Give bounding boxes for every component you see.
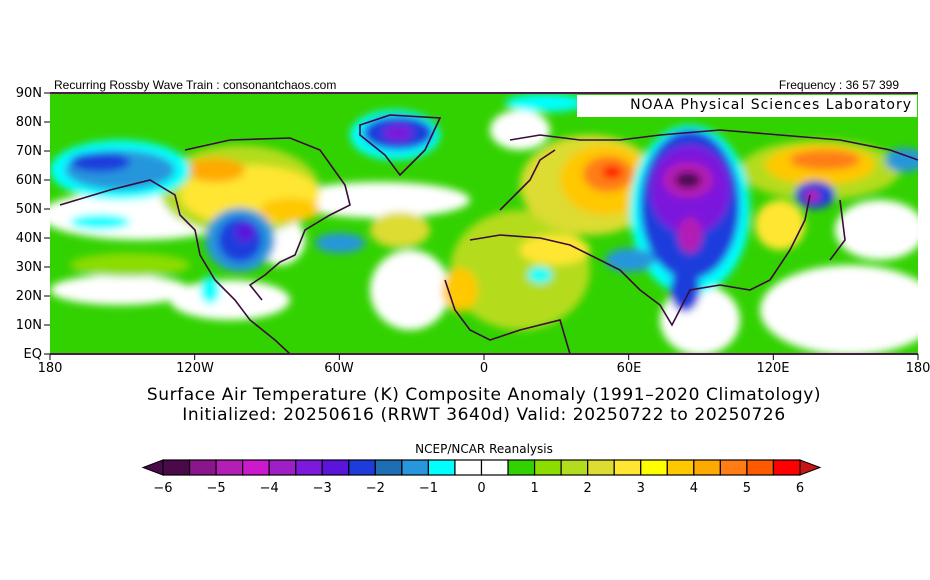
colorbar-label: 5 — [743, 481, 751, 496]
lat-label: 60N — [15, 173, 42, 188]
colorbar-label: −5 — [206, 481, 225, 496]
lab-label-text: NOAA Physical Sciences Laboratory — [630, 97, 912, 113]
plot-title-line1: Surface Air Temperature (K) Composite An… — [146, 385, 822, 405]
plot-title-line2: Initialized: 20250616 (RRWT 3640d) Valid… — [182, 405, 786, 425]
colorbar-box — [242, 459, 270, 476]
colorbar-box — [719, 459, 748, 476]
colorbar-box — [560, 459, 589, 476]
colorbar-box — [693, 459, 721, 476]
lat-label: 70N — [15, 144, 42, 159]
lon-label: 60E — [616, 361, 642, 376]
colorbar-box — [215, 459, 244, 476]
colorbar-box — [427, 459, 456, 476]
colorbar-label: 3 — [637, 481, 645, 496]
colorbar-label: −6 — [153, 481, 172, 496]
colorbar-box — [533, 459, 562, 476]
colorbar-box — [746, 459, 775, 476]
colorbar-box — [348, 459, 376, 476]
lon-label: 60W — [324, 361, 354, 376]
colorbar-box — [640, 459, 668, 476]
colorbar-label: 6 — [796, 481, 804, 496]
colorbar-box — [374, 459, 403, 476]
colorbar-label: 1 — [530, 481, 538, 496]
lat-label: 80N — [15, 115, 42, 130]
lat-label: 90N — [15, 86, 42, 101]
lat-label: 10N — [15, 318, 42, 333]
colorbar-box — [507, 459, 536, 476]
lat-label: 20N — [15, 289, 42, 304]
colorbar-label: 0 — [477, 481, 485, 496]
lat-label: 50N — [15, 202, 42, 217]
colorbar-box — [587, 459, 615, 476]
colorbar-box — [162, 459, 191, 476]
colorbar-under-arrow — [141, 459, 164, 476]
header-frequency-text: Frequency : 36 57 399 — [778, 78, 899, 92]
lab-label: NOAA Physical Sciences Laboratory — [577, 95, 917, 117]
colorbar-label: −1 — [419, 481, 438, 496]
colorbar-label: −3 — [313, 481, 332, 496]
lon-label: 0 — [479, 361, 489, 376]
colorbar-box — [268, 459, 297, 476]
coastlines — [59, 114, 918, 354]
lat-label: 40N — [15, 231, 42, 246]
colorbar-label: 4 — [690, 481, 698, 496]
colorbar-title: NCEP/NCAR Reanalysis — [415, 442, 553, 456]
colorbar-box — [188, 459, 217, 476]
header-left-text: Recurring Rossby Wave Train : consonantc… — [54, 78, 337, 92]
colorbar-label: −2 — [366, 481, 385, 496]
colorbar-box — [295, 459, 323, 476]
colorbar-box — [401, 459, 430, 476]
lon-label: 120E — [756, 361, 790, 376]
colorbar-box — [454, 459, 483, 476]
lon-label: 180 — [905, 361, 930, 376]
colorbar-box — [321, 459, 350, 476]
lat-label: 30N — [15, 260, 42, 275]
anomaly-field — [50, 93, 918, 354]
colorbar-box — [613, 459, 642, 476]
colorbar-box — [666, 459, 695, 476]
colorbar-box — [772, 459, 801, 476]
colorbar-label: 2 — [584, 481, 592, 496]
colorbar-label: −4 — [260, 481, 279, 496]
lon-label: 120W — [176, 361, 214, 376]
colorbar-box — [480, 459, 509, 476]
colorbar-over-arrow — [799, 459, 822, 476]
lat-label: EQ — [23, 347, 42, 362]
lon-label: 180 — [37, 361, 63, 376]
